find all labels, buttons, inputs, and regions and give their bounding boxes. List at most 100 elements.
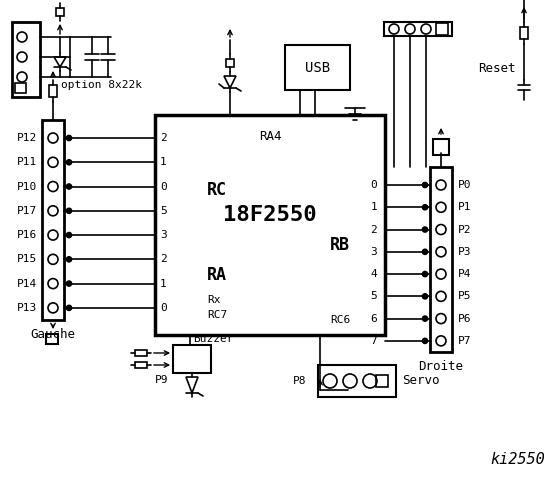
Text: 0: 0 — [160, 303, 167, 313]
Text: Buzzer: Buzzer — [193, 334, 233, 344]
Circle shape — [436, 247, 446, 257]
Text: P16: P16 — [17, 230, 37, 240]
Text: 5: 5 — [371, 291, 377, 301]
Circle shape — [422, 294, 427, 299]
Circle shape — [66, 257, 71, 262]
Bar — [173, 345, 211, 373]
Text: 7: 7 — [371, 336, 377, 346]
Circle shape — [436, 336, 446, 346]
Text: P10: P10 — [17, 181, 37, 192]
Bar — [318, 365, 396, 397]
Bar — [285, 45, 350, 90]
Circle shape — [422, 182, 427, 188]
Text: P15: P15 — [17, 254, 37, 264]
Text: P2: P2 — [458, 225, 472, 235]
Text: P4: P4 — [458, 269, 472, 279]
Text: 18F2550: 18F2550 — [223, 205, 317, 225]
Circle shape — [436, 225, 446, 235]
Text: 2: 2 — [160, 133, 167, 143]
Bar — [376, 375, 388, 387]
Text: Droite: Droite — [419, 360, 463, 372]
Circle shape — [421, 24, 431, 34]
Text: P9: P9 — [154, 375, 168, 385]
Text: P11: P11 — [17, 157, 37, 167]
Text: 1: 1 — [160, 157, 167, 167]
Circle shape — [66, 208, 71, 213]
Circle shape — [422, 205, 427, 210]
Text: 1: 1 — [160, 278, 167, 288]
Circle shape — [48, 230, 58, 240]
Text: 6: 6 — [371, 313, 377, 324]
Bar — [436, 23, 448, 35]
Circle shape — [436, 202, 446, 212]
Text: option 8x22k: option 8x22k — [61, 80, 142, 90]
Text: 2: 2 — [160, 254, 167, 264]
Bar — [430, 167, 452, 352]
Bar — [135, 350, 147, 356]
Text: P17: P17 — [17, 206, 37, 216]
Text: P7: P7 — [458, 336, 472, 346]
Bar — [12, 22, 40, 97]
Circle shape — [436, 313, 446, 324]
Text: 2: 2 — [371, 225, 377, 235]
Circle shape — [389, 24, 399, 34]
Bar — [15, 83, 26, 93]
Circle shape — [66, 184, 71, 189]
Circle shape — [422, 316, 427, 321]
Bar — [42, 120, 64, 320]
Text: P3: P3 — [458, 247, 472, 257]
Bar — [433, 139, 449, 155]
Text: P14: P14 — [17, 278, 37, 288]
Text: RC6: RC6 — [330, 315, 350, 325]
Text: 5: 5 — [160, 206, 167, 216]
Text: P1: P1 — [458, 202, 472, 212]
Circle shape — [17, 32, 27, 42]
Text: 3: 3 — [371, 247, 377, 257]
Bar — [135, 362, 147, 368]
Text: P12: P12 — [17, 133, 37, 143]
Text: 0: 0 — [160, 181, 167, 192]
Text: P5: P5 — [458, 291, 472, 301]
Text: 3: 3 — [160, 230, 167, 240]
Text: Reset: Reset — [478, 61, 515, 74]
Bar — [49, 85, 57, 97]
Text: RA: RA — [207, 266, 227, 284]
Circle shape — [343, 374, 357, 388]
Text: Gauche: Gauche — [30, 327, 76, 340]
Circle shape — [48, 303, 58, 313]
Circle shape — [48, 157, 58, 167]
Circle shape — [436, 180, 446, 190]
Bar — [520, 27, 528, 39]
Circle shape — [48, 181, 58, 192]
Circle shape — [17, 52, 27, 62]
Circle shape — [48, 254, 58, 264]
Bar — [56, 8, 64, 16]
Circle shape — [323, 374, 337, 388]
Text: 1: 1 — [371, 202, 377, 212]
Text: RA4: RA4 — [259, 131, 281, 144]
Circle shape — [405, 24, 415, 34]
Text: RB: RB — [330, 236, 350, 254]
Text: RC: RC — [207, 181, 227, 199]
Text: P8: P8 — [293, 376, 307, 386]
Text: 4: 4 — [371, 269, 377, 279]
Bar — [384, 22, 452, 36]
Circle shape — [17, 72, 27, 82]
Circle shape — [48, 133, 58, 143]
Circle shape — [48, 278, 58, 288]
Text: USB: USB — [305, 60, 330, 74]
Circle shape — [436, 291, 446, 301]
Text: 0: 0 — [371, 180, 377, 190]
Circle shape — [436, 269, 446, 279]
Bar — [155, 115, 385, 335]
Text: P6: P6 — [458, 313, 472, 324]
Circle shape — [422, 272, 427, 276]
Text: P0: P0 — [458, 180, 472, 190]
Circle shape — [66, 305, 71, 311]
Circle shape — [422, 249, 427, 254]
Circle shape — [66, 135, 71, 141]
Circle shape — [422, 227, 427, 232]
Circle shape — [363, 374, 377, 388]
Text: Rx: Rx — [207, 295, 221, 305]
Bar — [46, 334, 58, 344]
